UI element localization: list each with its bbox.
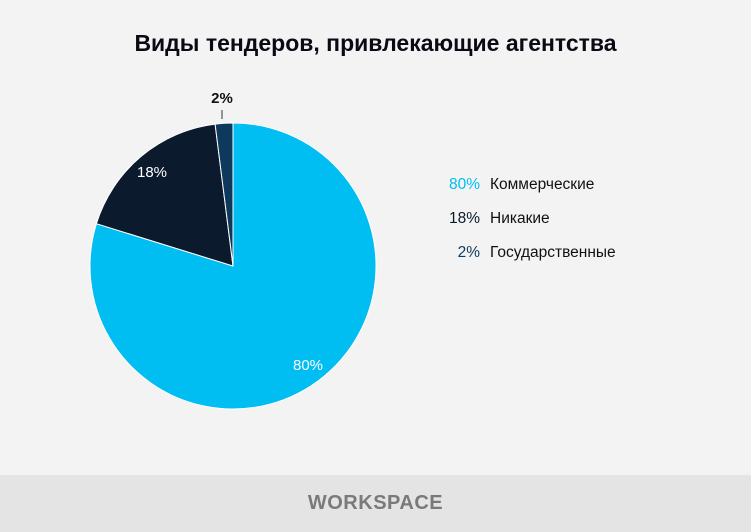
footer: WORKSPACE <box>0 475 751 532</box>
chart-title: Виды тендеров, привлекающие агентства <box>134 30 617 56</box>
legend-pct: 18% <box>448 210 480 227</box>
slice-government <box>214 122 234 267</box>
legend-item-commercial: 80% Коммерческие <box>440 168 616 202</box>
legend-pct: 2% <box>457 244 480 261</box>
legend-label: Государственные <box>490 244 616 261</box>
legend-item-government: 2% Государственные <box>440 236 616 270</box>
legend-pct: 80% <box>448 176 480 193</box>
slice-label-80: 80% <box>293 357 323 374</box>
slice-none <box>95 123 234 267</box>
slice-label-18: 18% <box>137 164 167 181</box>
legend-label: Коммерческие <box>490 176 595 193</box>
legend: 80% Коммерческие 18% Никакие 2% Государс… <box>440 168 616 270</box>
legend-label: Никакие <box>490 210 550 227</box>
slice-label-2: 2% <box>211 90 233 107</box>
legend-item-none: 18% Никакие <box>440 202 616 236</box>
pie-chart: 80% 18% 2% <box>89 90 377 410</box>
workspace-logo: WORKSPACE <box>307 492 444 514</box>
